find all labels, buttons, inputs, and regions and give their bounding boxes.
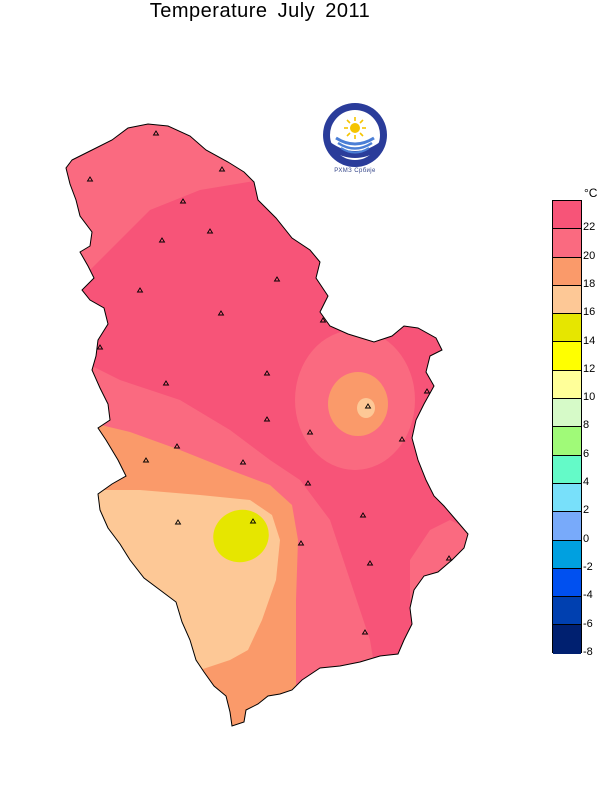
station-marker [273, 276, 281, 282]
legend-label: 16 [583, 306, 596, 319]
logo-emblem-icon [323, 103, 387, 167]
station-marker [366, 560, 374, 566]
legend-label: 20 [583, 249, 596, 262]
legend-label: 2 [583, 504, 590, 517]
station-marker [319, 317, 327, 323]
legend-swatch [553, 257, 581, 286]
legend-swatch [553, 455, 581, 484]
legend-swatch [553, 540, 581, 569]
legend-label: -2 [583, 560, 593, 573]
station-marker [173, 443, 181, 449]
station-marker [398, 436, 406, 442]
legend-label: 0 [583, 532, 590, 545]
legend-swatch [553, 625, 581, 654]
station-marker [174, 519, 182, 525]
legend-swatch [553, 370, 581, 400]
station-marker [179, 198, 187, 204]
legend-swatch [553, 399, 581, 428]
station-marker [361, 629, 369, 635]
legend-label: 4 [583, 476, 590, 488]
station-marker [306, 429, 314, 435]
legend-label: 8 [583, 419, 590, 432]
station-marker [142, 457, 150, 463]
legend-swatch [553, 314, 581, 343]
station-marker [239, 459, 247, 465]
station-marker [158, 237, 166, 243]
station-marker [206, 228, 214, 234]
station-marker [86, 176, 94, 182]
station-marker [263, 416, 271, 422]
logo-caption: РХМЗ Србије [334, 168, 376, 174]
legend-label: -6 [583, 617, 593, 630]
station-marker [152, 130, 160, 136]
station-marker [359, 512, 367, 518]
legend-label: 22 [583, 221, 596, 234]
station-marker [249, 518, 257, 524]
legend-swatch [553, 229, 581, 258]
legend-swatch [553, 597, 581, 626]
legend-swatch [553, 512, 581, 541]
legend-swatch [553, 201, 581, 230]
legend-label: 6 [583, 447, 590, 460]
station-marker [304, 480, 312, 486]
legend-label: 14 [583, 334, 596, 347]
weather-stations [86, 130, 453, 635]
station-marker [162, 380, 170, 386]
rhmz-logo: РХМЗ Србије [316, 102, 394, 180]
legend-swatch [553, 483, 581, 513]
legend-swatch [553, 342, 581, 371]
legend-label: 12 [583, 362, 596, 375]
station-marker [218, 166, 226, 172]
station-marker [445, 555, 453, 561]
legend-swatch [553, 427, 581, 456]
station-marker [263, 370, 271, 376]
legend-color-bar [552, 200, 582, 654]
legend-swatch [553, 285, 581, 315]
station-marker [297, 540, 305, 546]
legend-unit: °C [584, 186, 598, 200]
station-marker [364, 403, 372, 409]
station-marker [217, 310, 225, 316]
station-marker [136, 287, 144, 293]
map-title: Temperature July 2011 [149, 0, 371, 22]
station-marker [423, 388, 431, 394]
legend-label: -8 [583, 645, 593, 658]
station-marker [96, 344, 104, 350]
legend-swatch [553, 568, 581, 598]
legend-label: 10 [583, 391, 596, 404]
legend-label: -4 [583, 589, 593, 602]
legend-label: 18 [583, 277, 596, 290]
